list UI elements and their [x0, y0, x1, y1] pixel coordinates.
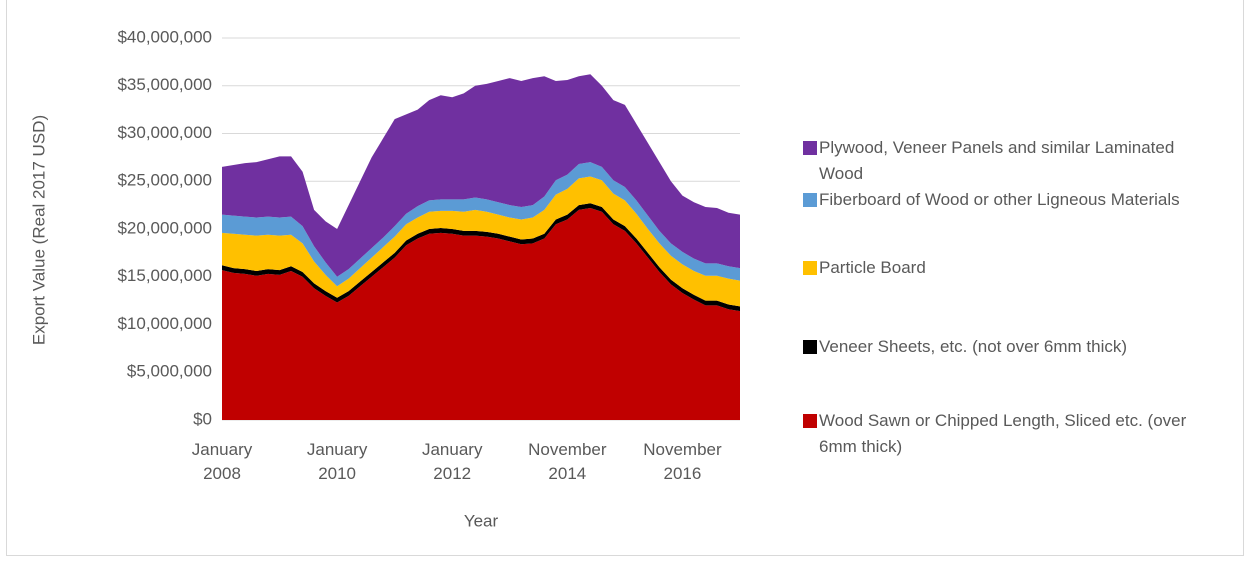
legend-label: Particle Board [819, 258, 926, 277]
legend-swatch [803, 141, 817, 155]
legend-item: Wood Sawn or Chipped Length, Sliced etc.… [803, 408, 1223, 460]
x-axis-label: Year [464, 511, 499, 530]
y-tick-label: $30,000,000 [117, 123, 212, 142]
legend-swatch [803, 193, 817, 207]
legend-label: Fiberboard of Wood or other Ligneous Mat… [819, 190, 1180, 209]
area [222, 207, 740, 420]
y-tick-label: $40,000,000 [117, 27, 212, 46]
legend-item: Fiberboard of Wood or other Ligneous Mat… [803, 187, 1223, 213]
legend-swatch [803, 414, 817, 428]
legend-swatch [803, 340, 817, 354]
legend-swatch [803, 261, 817, 275]
legend-label: Veneer Sheets, etc. (not over 6mm thick) [819, 337, 1128, 356]
x-tick-label: January 2012 [421, 440, 483, 483]
y-tick-label: $20,000,000 [117, 218, 212, 237]
x-tick-label: January 2010 [306, 440, 368, 483]
x-tick-label: November 2014 [528, 440, 607, 483]
area [222, 176, 740, 307]
x-tick-label: November 2016 [643, 440, 722, 483]
legend-label: Plywood, Veneer Panels and similar Lamin… [819, 138, 1175, 183]
y-axis-label: Export Value (Real 2017 USD) [29, 115, 48, 345]
y-tick-label: $25,000,000 [117, 171, 212, 190]
x-tick-label: January 2008 [191, 440, 253, 483]
y-tick-label: $15,000,000 [117, 266, 212, 285]
legend-item: Plywood, Veneer Panels and similar Lamin… [803, 135, 1223, 187]
area [222, 74, 740, 277]
legend-label: Wood Sawn or Chipped Length, Sliced etc.… [819, 411, 1187, 456]
chart-frame [6, 0, 1244, 556]
y-tick-label: $5,000,000 [127, 362, 212, 381]
y-tick-label: $10,000,000 [117, 314, 212, 333]
y-tick-label: $0 [193, 409, 212, 428]
legend-item: Particle Board [803, 255, 1223, 281]
y-tick-label: $35,000,000 [117, 75, 212, 94]
legend-item: Veneer Sheets, etc. (not over 6mm thick) [803, 334, 1223, 360]
